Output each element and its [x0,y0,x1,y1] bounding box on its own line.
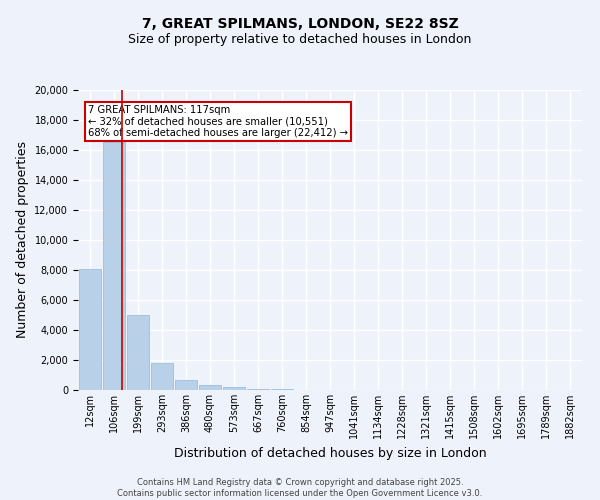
Bar [151,363,173,390]
Bar [199,385,221,390]
Bar [175,380,197,390]
Text: 7, GREAT SPILMANS, LONDON, SE22 8SZ: 7, GREAT SPILMANS, LONDON, SE22 8SZ [142,18,458,32]
Bar [127,315,149,390]
Bar [247,388,269,390]
Bar [271,389,293,390]
Text: Contains HM Land Registry data © Crown copyright and database right 2025.
Contai: Contains HM Land Registry data © Crown c… [118,478,482,498]
Bar [79,268,101,390]
Y-axis label: Number of detached properties: Number of detached properties [16,142,29,338]
X-axis label: Distribution of detached houses by size in London: Distribution of detached houses by size … [173,446,487,460]
Text: 7 GREAT SPILMANS: 117sqm
← 32% of detached houses are smaller (10,551)
68% of se: 7 GREAT SPILMANS: 117sqm ← 32% of detach… [88,105,348,138]
Bar [103,142,125,390]
Text: Size of property relative to detached houses in London: Size of property relative to detached ho… [128,32,472,46]
Bar [223,387,245,390]
